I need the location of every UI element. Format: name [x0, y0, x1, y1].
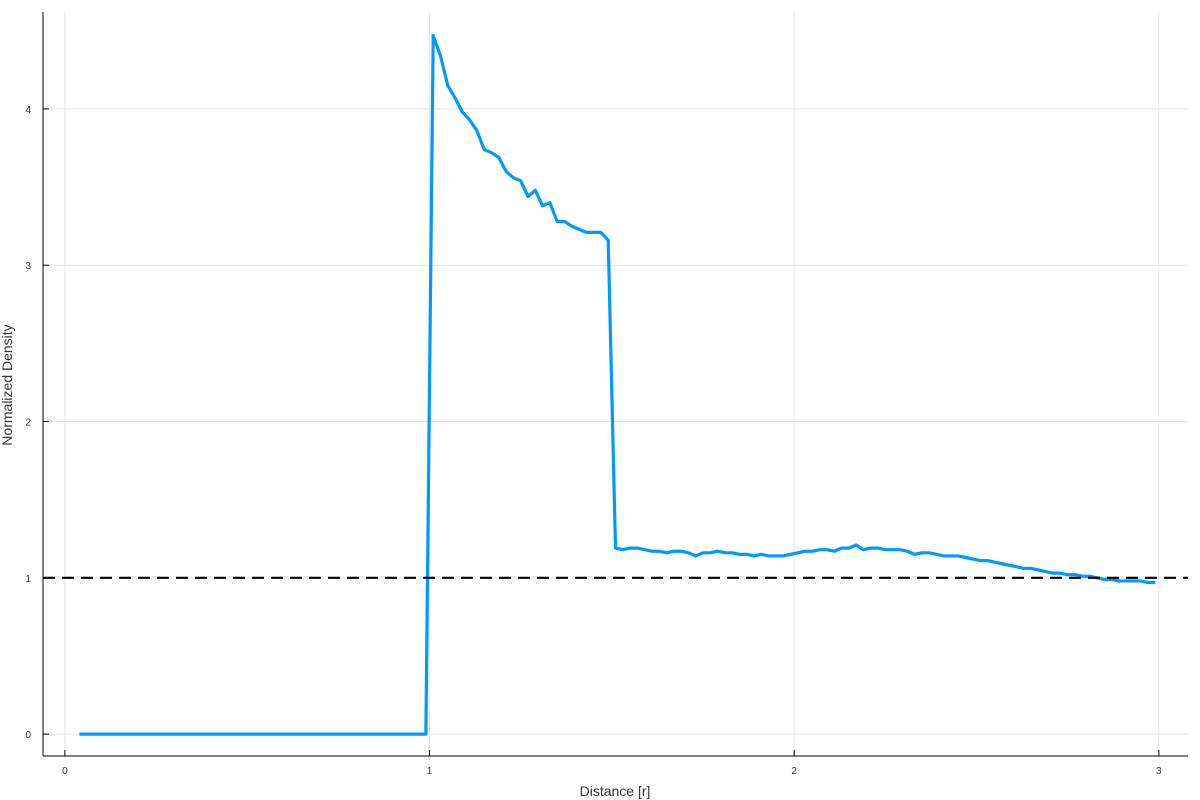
- y-axis-ticks: 0 1 2 3 4: [25, 105, 49, 741]
- y-axis-title: Normalized Density: [0, 324, 15, 445]
- x-tick-label: 0: [62, 766, 68, 777]
- y-tick-label: 4: [25, 105, 31, 116]
- x-tick-label: 1: [427, 766, 433, 777]
- y-tick-label: 2: [25, 418, 31, 429]
- y-tick-label: 1: [25, 574, 31, 585]
- x-tick-label: 2: [791, 766, 797, 777]
- x-axis-ticks: 0 1 2 3: [62, 750, 1162, 777]
- x-tick-label: 3: [1156, 766, 1162, 777]
- grid-lines: [43, 12, 1188, 756]
- density-series-line: [79, 33, 1156, 736]
- series: [43, 33, 1188, 736]
- y-tick-label: 3: [25, 261, 31, 272]
- axes: [42, 12, 1188, 757]
- y-tick-label: 0: [25, 730, 31, 741]
- x-axis-title: Distance [r]: [580, 783, 651, 799]
